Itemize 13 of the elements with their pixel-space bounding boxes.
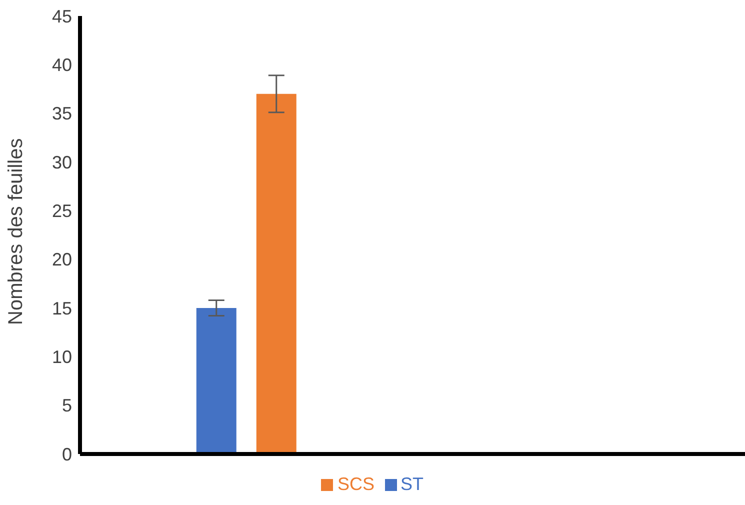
y-tick-label: 40 <box>52 55 72 76</box>
y-tick-label: 30 <box>52 152 72 172</box>
y-tick-label: 45 <box>52 6 72 26</box>
y-tick-label: 35 <box>52 104 72 124</box>
y-tick-label: 5 <box>62 396 72 416</box>
y-tick-label: 25 <box>52 201 72 222</box>
legend-label: SCS <box>337 474 374 494</box>
y-axis-title: Nombres des feuilles <box>5 138 28 325</box>
y-tick-label: 10 <box>52 347 72 368</box>
y-tick-label: 20 <box>52 250 72 270</box>
y-tick-label: 15 <box>52 298 72 318</box>
legend-label: ST <box>400 474 424 494</box>
y-tick-label: 0 <box>62 444 72 464</box>
